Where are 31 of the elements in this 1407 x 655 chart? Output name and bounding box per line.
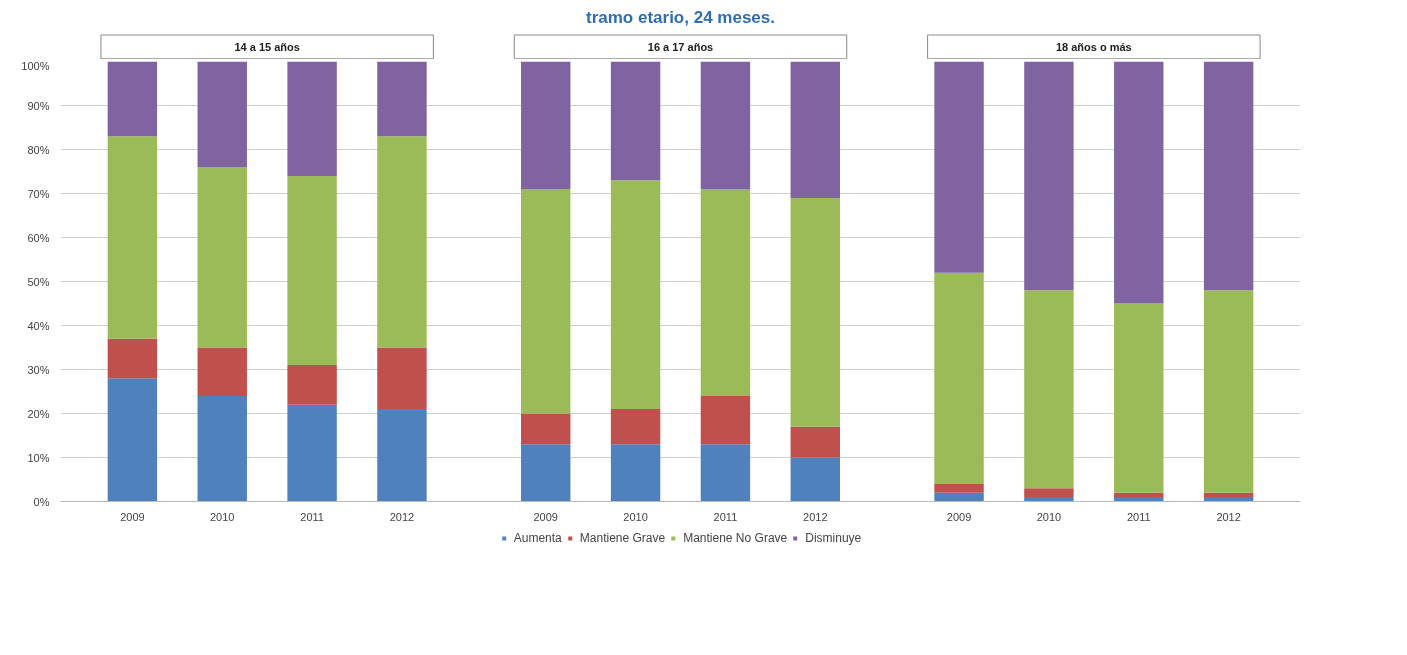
legend-label: Aumenta bbox=[513, 531, 562, 545]
x-tick-label: 2012 bbox=[1216, 510, 1241, 523]
x-tick-label: 2012 bbox=[389, 510, 415, 523]
x-tick-label: 2009 bbox=[120, 510, 145, 523]
x-tick-label: 2009 bbox=[533, 510, 558, 523]
x-tick-label: 2010 bbox=[623, 510, 648, 523]
y-tick-label: 90% bbox=[27, 99, 50, 112]
y-tick-label: 70% bbox=[27, 187, 50, 200]
y-tick-label: 50% bbox=[27, 275, 50, 288]
legend-label: Mantiene No Grave bbox=[683, 531, 788, 545]
text: 14 a 15 años bbox=[234, 40, 300, 53]
text: 18 años o más bbox=[1055, 40, 1132, 53]
y-tick-label: 0% bbox=[33, 495, 50, 508]
x-tick-label: 2012 bbox=[803, 510, 828, 523]
y-tick-label: 60% bbox=[27, 231, 50, 244]
x-tick-label: 2009 bbox=[946, 510, 972, 523]
y-tick-label: 100% bbox=[21, 59, 50, 72]
chart-title: tramo etario, 24 meses. bbox=[586, 7, 775, 27]
x-tick-label: 2010 bbox=[210, 510, 235, 523]
text: 16 a 17 años bbox=[647, 40, 714, 53]
y-tick-label: 80% bbox=[27, 143, 50, 156]
x-tick-label: 2011 bbox=[713, 510, 738, 523]
y-tick-label: 20% bbox=[27, 407, 50, 420]
legend-label: Disminuye bbox=[805, 531, 862, 545]
x-tick-label: 2011 bbox=[1126, 510, 1151, 523]
y-tick-label: 40% bbox=[27, 319, 50, 332]
y-tick-label: 10% bbox=[27, 451, 50, 464]
legend-label: Mantiene Grave bbox=[579, 531, 666, 545]
y-tick-label: 30% bbox=[27, 363, 50, 376]
x-tick-label: 2011 bbox=[300, 510, 324, 523]
x-tick-label: 2010 bbox=[1036, 510, 1062, 523]
